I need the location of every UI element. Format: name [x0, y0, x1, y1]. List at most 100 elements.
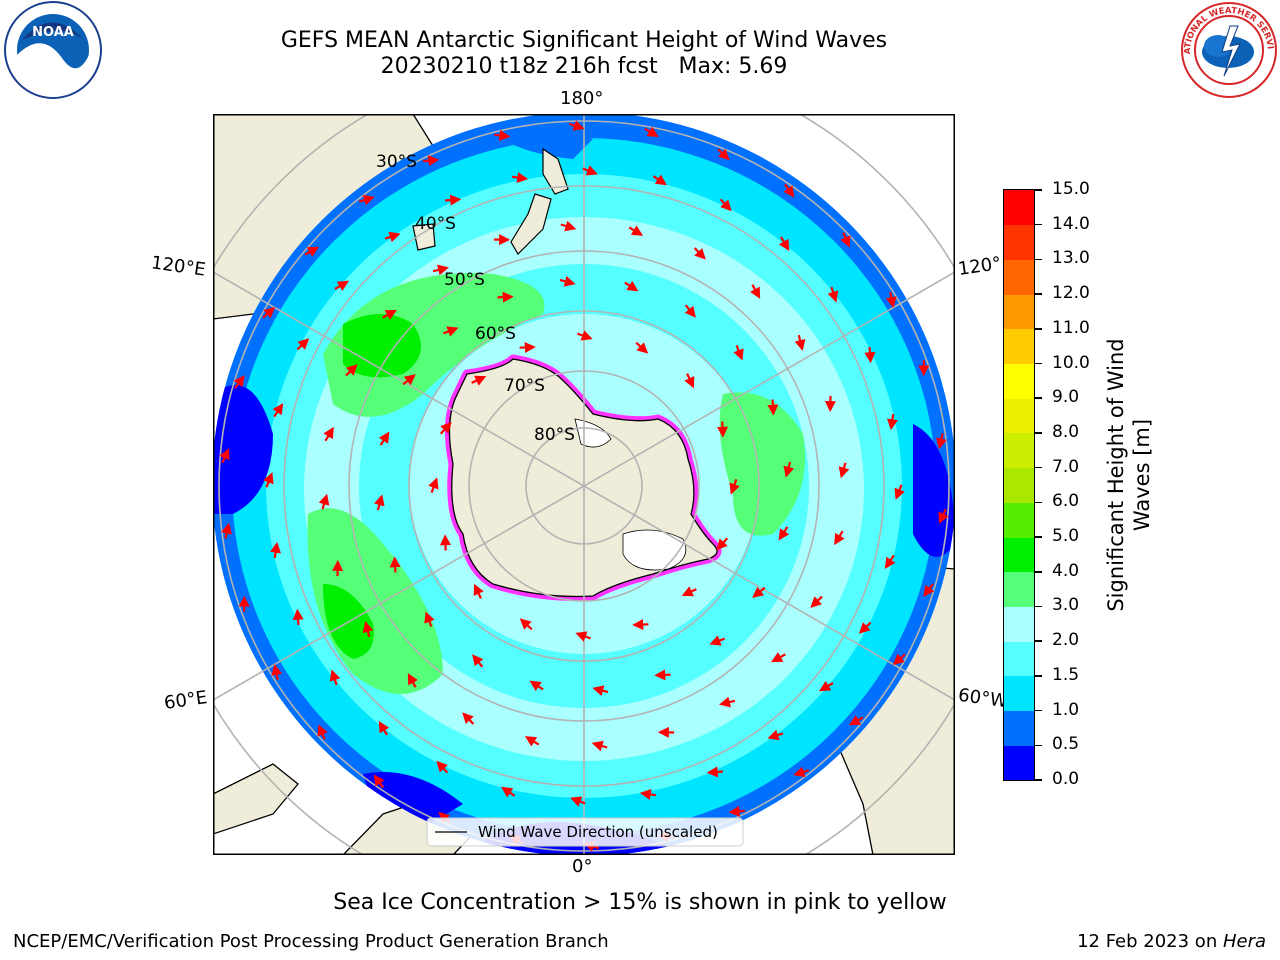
colorbar-tick-label: 15.0: [1052, 179, 1090, 199]
wind-wave-arrow: [582, 165, 598, 176]
footer-date: 12 Feb 2023 on: [1077, 931, 1223, 952]
wind-wave-arrow: [432, 264, 449, 276]
colorbar-tick-label: 0.5: [1052, 734, 1080, 755]
colorbar-tick-label: 1.0: [1052, 699, 1080, 720]
colorbar-tick-mark: [1035, 779, 1042, 781]
wind-wave-arrow: [559, 275, 576, 287]
noaa-logo: NOAA: [4, 1, 102, 99]
colorbar-tick-label: 2.0: [1052, 630, 1080, 651]
wind-wave-arrow: [848, 715, 864, 726]
plot-title-line2: 20230210 t18z 216h fcst Max: 5.69: [380, 54, 788, 79]
wind-wave-arrow: [858, 621, 872, 634]
wind-wave-arrow: [892, 653, 906, 666]
wind-wave-arrow: [439, 421, 452, 435]
wind-wave-arrow: [233, 375, 245, 389]
colorbar-segment: [1004, 675, 1034, 712]
colorbar-tick-mark: [1035, 293, 1042, 295]
wind-wave-arrow: [750, 284, 761, 299]
wind-wave-arrow: [628, 225, 644, 236]
wind-wave-arrow: [262, 306, 276, 319]
wind-wave-arrow: [334, 280, 349, 292]
wind-wave-arrow: [471, 375, 487, 386]
wind-wave-arrow: [389, 556, 401, 573]
colorbar-label: Significant Height of Wind Waves [m]: [1103, 315, 1155, 635]
wind-wave-arrow: [519, 618, 533, 631]
lat-label-50s: 50°S: [444, 270, 485, 290]
colorbar-segment: [1004, 537, 1034, 573]
new-zealand-south: [510, 193, 552, 255]
colorbar-tick-mark: [1035, 328, 1042, 330]
wind-wave-arrow: [693, 247, 706, 260]
wind-wave-arrow: [652, 174, 667, 186]
wind-wave-arrow: [373, 774, 385, 789]
madagascar-land: [213, 763, 299, 835]
footer-left: NCEP/EMC/Verification Post Processing Pr…: [13, 931, 609, 952]
colorbar-tick-label: 6.0: [1052, 491, 1080, 512]
colorbar-segment: [1004, 294, 1034, 330]
wind-wave-arrow: [778, 236, 790, 251]
wind-wave-arrow: [292, 608, 304, 625]
wind-wave-arrow: [885, 291, 897, 309]
wind-wave-arrow: [329, 669, 341, 686]
colorbar-segment: [1004, 606, 1034, 642]
wind-wave-arrow: [783, 183, 795, 198]
wind-wave-arrow: [378, 431, 390, 446]
wind-wave-arrow: [654, 669, 671, 681]
wind-wave-arrow: [472, 654, 484, 668]
colorbar-tick-mark: [1035, 432, 1042, 434]
wind-wave-arrow: [793, 766, 810, 778]
wind-wave-arrow: [439, 534, 451, 551]
lat-label-30s: 30°S: [376, 152, 417, 172]
wind-wave-arrow: [716, 537, 729, 551]
wind-wave-arrow: [591, 740, 608, 752]
wind-wave-arrow: [519, 341, 536, 353]
wind-wave-arrow: [511, 172, 529, 183]
wind-wave-arrow: [923, 583, 935, 597]
wind-wave-arrow: [345, 364, 358, 377]
wind-wave-arrow: [771, 652, 786, 663]
colorbar-tick-label: 3.0: [1052, 595, 1080, 616]
footer-right: 12 Feb 2023 on Hera: [1077, 931, 1266, 952]
colorbar-tick-label: 11.0: [1052, 317, 1090, 338]
colorbar-segment: [1004, 363, 1034, 399]
wind-wave-arrow: [270, 541, 281, 559]
wind-wave-arrow: [719, 696, 736, 708]
colorbar-tick-mark: [1035, 223, 1042, 226]
wind-wave-arrow: [382, 309, 397, 320]
wind-wave-arrow: [378, 721, 390, 736]
wind-wave-arrow: [706, 766, 723, 778]
wind-wave-arrow: [644, 126, 659, 138]
colorbar-tick-label: 12.0: [1052, 283, 1090, 304]
colorbar-segment: [1004, 259, 1034, 295]
lon-label-bottom: 0°: [572, 856, 593, 877]
wind-wave-arrow: [681, 586, 697, 597]
colorbar-tick-label: 14.0: [1052, 213, 1090, 234]
lat-label-60s: 60°S: [475, 324, 516, 344]
wind-wave-arrow: [402, 374, 416, 386]
wind-wave-arrow: [728, 805, 745, 817]
colorbar-tick-mark: [1035, 675, 1042, 677]
wind-wave-arrow: [529, 680, 544, 692]
wind-wave-arrow: [834, 530, 845, 546]
colorbar-segment: [1004, 710, 1034, 746]
wind-wave-arrow: [639, 789, 657, 800]
wind-wave-arrow: [709, 635, 725, 646]
wind-wave-arrow: [568, 120, 585, 131]
map-legend: Wind Wave Direction (unscaled): [426, 817, 744, 847]
colorbar: [1003, 189, 1035, 781]
lat-label-40s: 40°S: [415, 214, 456, 234]
lon-label-right-lower: 60°W: [956, 684, 1009, 713]
wind-wave-arrow: [318, 493, 330, 510]
map-frame: [213, 114, 955, 855]
lon-label-right-upper: 120°: [956, 253, 1003, 280]
colorbar-tick-label: 0.0: [1052, 769, 1080, 789]
wind-wave-arrow: [794, 334, 806, 351]
wind-wave-arrow: [729, 479, 740, 495]
wind-wave-arrow: [752, 586, 766, 598]
wind-wave-arrow: [423, 155, 440, 167]
wind-wave-arrow: [592, 685, 609, 697]
lat-label-70s: 70°S: [504, 376, 545, 396]
wind-wave-arrow: [827, 286, 839, 303]
wind-wave-arrow: [304, 246, 320, 257]
wind-wave-arrow: [296, 338, 310, 351]
